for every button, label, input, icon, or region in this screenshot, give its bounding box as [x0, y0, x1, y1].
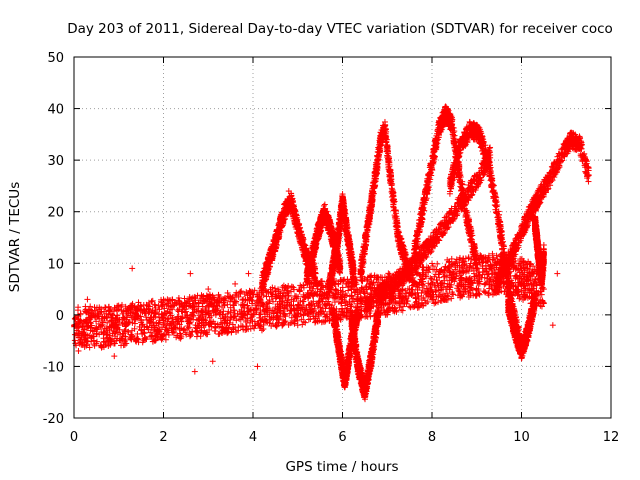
y-tick-label: 0 — [56, 309, 64, 324]
y-axis-label: SDTVAR / TECUs — [7, 182, 23, 292]
x-tick-label: 8 — [428, 430, 436, 445]
y-tick-label: 10 — [47, 257, 64, 272]
x-axis-label: GPS time / hours — [285, 459, 398, 475]
y-tick-label: -20 — [43, 412, 64, 427]
series-4 — [357, 119, 412, 284]
x-tick-label: 10 — [513, 430, 530, 445]
x-tick-label: 0 — [70, 430, 78, 445]
y-tick-label: 40 — [47, 103, 64, 118]
chart-title: Day 203 of 2011, Sidereal Day-to-day VTE… — [67, 21, 613, 37]
data-layer — [71, 103, 592, 402]
y-tick-label: 20 — [47, 206, 64, 221]
y-tick-label: 50 — [47, 51, 64, 66]
x-tick-label: 4 — [249, 430, 257, 445]
y-tick-label: -10 — [43, 360, 64, 375]
x-tick-label: 6 — [338, 430, 346, 445]
x-tick-label: 2 — [159, 430, 167, 445]
ticks: 0 2 4 6 8 10 12 -20 -10 0 10 20 30 40 50 — [43, 51, 620, 445]
y-tick-label: 30 — [47, 154, 64, 169]
x-tick-label: 12 — [603, 430, 620, 445]
